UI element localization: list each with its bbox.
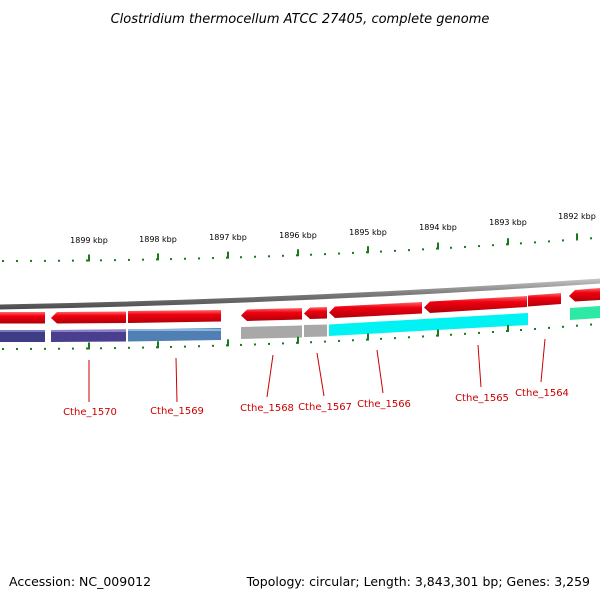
cog-block-left-highlight: [0, 330, 45, 332]
label-line-cthe-1565: [477, 344, 482, 388]
gene-label-cthe-1568: Cthe_1568: [240, 403, 294, 414]
gene-label-cthe-1565: Cthe_1565: [455, 393, 509, 404]
accession-label: Accession: NC_009012: [9, 574, 151, 589]
cog-block-cthe-1566-1565: [329, 313, 528, 336]
gene-arrow-cthe-1568: [241, 308, 302, 321]
gene-arrow-cthe-1567: [304, 307, 327, 319]
gene-label-cthe-1567: Cthe_1567: [298, 402, 352, 413]
cog-block-left: [0, 330, 45, 342]
genome-title: Clostridium thermocellum ATCC 27405, com…: [111, 12, 490, 27]
genome-summary: Topology: circular; Length: 3,843,301 bp…: [246, 574, 590, 589]
outer-scale-ticks: [2, 233, 592, 262]
gene-arrow-cthe-1569: [128, 310, 221, 323]
gene-label-lines: [88, 338, 546, 403]
cog-category-blocks: [0, 306, 600, 342]
kbp-scale-labels: 1899 kbp 1898 kbp 1897 kbp 1896 kbp 1895…: [70, 212, 596, 245]
cog-block-cthe-1569-highlight: [128, 329, 221, 331]
gene-arrow-cthe-1564: [528, 293, 561, 307]
cog-block-cthe-1570: [51, 329, 126, 342]
gene-arrow-cthe-1565: [424, 296, 527, 313]
kbp-label-1892: 1892 kbp: [558, 212, 596, 221]
cog-block-cthe-1570-highlight: [51, 330, 126, 332]
gene-label-cthe-1564: Cthe_1564: [515, 388, 569, 399]
gene-label-cthe-1569: Cthe_1569: [150, 406, 204, 417]
label-line-cthe-1568: [266, 354, 274, 398]
kbp-label-1899: 1899 kbp: [70, 236, 108, 245]
gene-arrow-cthe-1570: [51, 311, 126, 324]
cog-block-cthe-1569: [128, 328, 221, 342]
label-line-cthe-1567: [316, 352, 325, 397]
label-line-cthe-1564: [540, 338, 546, 383]
kbp-label-1894: 1894 kbp: [419, 223, 457, 232]
inner-scale-ticks: [2, 323, 592, 350]
gene-label-cthe-1566: Cthe_1566: [357, 399, 411, 410]
kbp-label-1893: 1893 kbp: [489, 218, 527, 227]
gene-labels: Cthe_1570 Cthe_1569 Cthe_1568 Cthe_1567 …: [63, 388, 569, 418]
kbp-label-1895: 1895 kbp: [349, 228, 387, 237]
kbp-label-1896: 1896 kbp: [279, 231, 317, 240]
cog-block-cthe-1567: [304, 324, 327, 337]
genome-backbone: [0, 278, 600, 310]
cog-block-cthe-1568: [241, 325, 302, 339]
label-line-cthe-1569: [175, 357, 178, 403]
gene-arrow-forward-right: [569, 288, 600, 302]
forward-strand-genes: [0, 288, 600, 324]
label-line-cthe-1566: [376, 349, 384, 394]
kbp-label-1897: 1897 kbp: [209, 233, 247, 242]
gene-arrow-forward-left: [0, 312, 45, 324]
gene-arrow-cthe-1566: [329, 302, 422, 318]
cog-block-right: [570, 306, 600, 320]
gene-label-cthe-1570: Cthe_1570: [63, 407, 117, 418]
kbp-label-1898: 1898 kbp: [139, 235, 177, 244]
